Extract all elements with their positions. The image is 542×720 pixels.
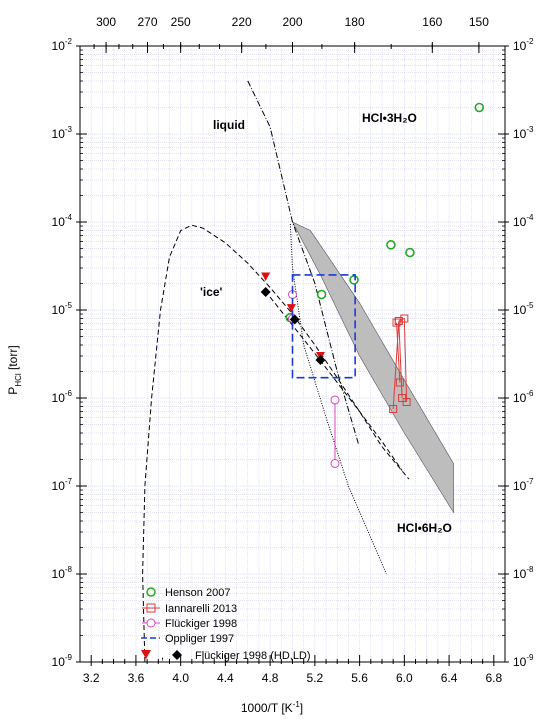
liquid-boundary-curve xyxy=(247,80,359,445)
legend-iannarelli-label: Iannarelli 2013 xyxy=(165,603,237,615)
legend: Henson 2007 Iannarelli 2013 Flückiger 19… xyxy=(141,587,311,662)
fluckiger-point xyxy=(330,395,340,405)
legend-iannarelli-marker xyxy=(146,603,156,613)
x-tick-label: 3.2 xyxy=(83,671,100,685)
iannarelli-line xyxy=(396,322,401,383)
top-axis-label: 220 xyxy=(232,15,252,29)
y-tick-label: 10-3 xyxy=(513,125,534,141)
legend-fluckiger-hdld-separator: , xyxy=(161,650,164,662)
ice-frost-point-curve xyxy=(142,224,410,663)
x-tick-label: 4.0 xyxy=(172,671,189,685)
iannarelli-point xyxy=(389,404,398,413)
fluckiger-ld-point xyxy=(289,314,300,325)
chart-grid xyxy=(80,46,505,663)
y-tick-label: 10-7 xyxy=(513,477,534,493)
fluckiger-hd-point xyxy=(261,272,271,282)
hexahydrate-band-layer xyxy=(291,221,454,514)
region-label-ice: 'ice' xyxy=(200,285,223,299)
y-tick-label: 10-4 xyxy=(513,213,534,229)
legend-fluckiger-hdld-triangle xyxy=(141,650,151,659)
fluckiger-hd-point xyxy=(286,304,296,313)
y-tick-label: 10-6 xyxy=(52,389,73,405)
y-tick-label: 10-2 xyxy=(513,37,534,53)
legend-fluckiger-hdld-diamond xyxy=(172,650,182,660)
henson-point xyxy=(316,289,327,300)
x-tick-label: 6.8 xyxy=(485,671,502,685)
legend-henson-label: Henson 2007 xyxy=(165,587,230,599)
legend-fluckiger-label: Flückiger 1998 xyxy=(165,618,237,630)
top-axis-label: 200 xyxy=(282,15,302,29)
legend-henson-marker xyxy=(146,587,156,597)
henson-point xyxy=(405,247,415,258)
iannarelli-point xyxy=(400,314,409,323)
dotted-boundary-curve xyxy=(289,223,387,575)
fluckiger-ld-point xyxy=(260,287,271,298)
x-tick-label: 5.6 xyxy=(351,671,368,685)
axes-layer: 3.2 3.6 4.0 4.4 4.8 5.2 5.6 6.0 6.4 6.8 300 270 250 2… xyxy=(52,15,535,685)
top-axis-label: 160 xyxy=(422,15,442,29)
curves-layer xyxy=(142,80,410,663)
y-tick-label: 10-9 xyxy=(513,653,534,669)
data-marks-layer xyxy=(260,102,485,469)
y-tick-label: 10-8 xyxy=(513,565,534,581)
y-tick-label: 10-2 xyxy=(52,37,73,53)
region-label-trihydrate: HCl•3H₂O xyxy=(362,111,417,125)
legend-fluckiger-hdld-label: Flückiger 1998 (HD,LD) xyxy=(195,650,311,662)
henson-point xyxy=(474,102,485,113)
legend-oppliger-label: Oppliger 1997 xyxy=(165,633,234,645)
top-axis-label: 300 xyxy=(96,15,116,29)
iannarelli-point xyxy=(402,398,411,407)
legend-fluckiger-marker xyxy=(146,618,156,628)
y-tick-label: 10-9 xyxy=(52,653,73,669)
iannarelli-point xyxy=(398,394,407,402)
top-axis-label: 180 xyxy=(345,15,365,29)
x-tick-label: 4.8 xyxy=(262,671,279,685)
iannarelli-point xyxy=(392,318,401,327)
x-axis-label: 1000/T [K-1] xyxy=(241,700,303,715)
x-tick-label: 5.2 xyxy=(307,671,324,685)
x-tick-label: 6.0 xyxy=(396,671,413,685)
top-axis-label: 270 xyxy=(138,15,158,29)
top-axis-label: 250 xyxy=(171,15,191,29)
top-axis-label: 150 xyxy=(469,15,489,29)
iannarelli-point xyxy=(394,316,403,325)
iannarelli-point xyxy=(395,378,404,387)
region-label-hexahydrate: HCl•6H₂O xyxy=(397,521,452,535)
y-tick-label: 10-4 xyxy=(52,213,73,229)
fluckiger-ld-point xyxy=(315,355,326,366)
fluckiger-point xyxy=(330,459,340,469)
oppliger-range-box xyxy=(291,274,356,379)
y-axis-label: PHCl [torr] xyxy=(6,345,23,394)
y-tick-label: 10-8 xyxy=(52,565,73,581)
ice-frost-point-curve-tail xyxy=(269,296,403,471)
henson-point xyxy=(349,275,359,285)
x-tick-label: 3.6 xyxy=(128,671,145,685)
y-tick-label: 10-5 xyxy=(52,301,73,317)
y-tick-label: 10-7 xyxy=(52,477,73,493)
y-tick-label: 10-3 xyxy=(52,125,73,141)
henson-point xyxy=(386,240,396,250)
region-label-liquid: liquid xyxy=(213,118,245,132)
x-tick-label: 6.4 xyxy=(441,671,458,685)
y-tick-label: 10-5 xyxy=(513,301,534,317)
hexahydrate-band xyxy=(291,221,454,514)
y-tick-label: 10-6 xyxy=(513,389,534,405)
x-tick-label: 4.4 xyxy=(217,671,234,685)
